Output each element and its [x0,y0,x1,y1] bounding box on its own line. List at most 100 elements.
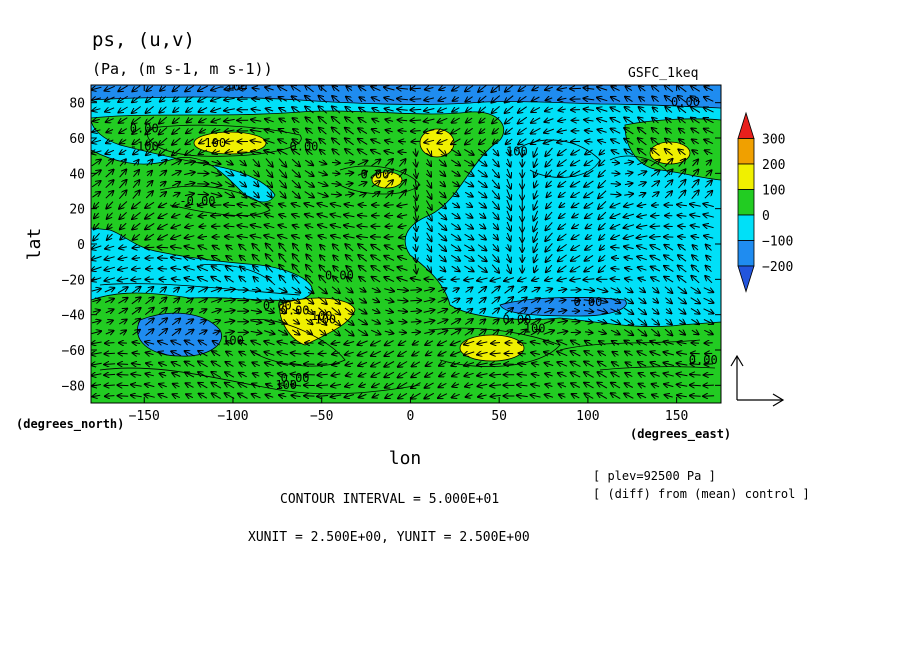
wind-vector [330,194,341,195]
contour-label: 0.00 [573,295,602,309]
wind-vector [158,298,166,304]
wind-vector [465,96,473,102]
wind-vector [119,159,126,167]
wind-vector [184,246,195,249]
wind-vector [91,353,102,355]
wind-vector [198,205,208,206]
wind-vector [508,244,511,251]
x-tick-label: −150 [129,409,160,424]
wind-vector [172,362,181,366]
wind-vector [251,109,261,111]
wind-vector [306,128,314,134]
wind-vector [478,319,485,324]
wind-vector [291,363,302,365]
wind-vector [279,215,287,218]
wind-vector [159,203,168,207]
wind-vector [211,87,222,91]
wind-vector [423,310,435,313]
wind-vector [427,243,432,252]
wind-vector [411,371,421,377]
wind-vector [292,204,301,207]
contour-line [159,185,271,216]
wind-vector [145,318,153,326]
wind-vector [292,330,299,335]
wind-vector [385,394,394,398]
wind-vector [517,287,527,294]
wind-vector [332,342,341,344]
colorbar: 300 200 100 0 −100 −200 [737,111,793,293]
wind-vector [453,97,460,101]
wind-vector [427,179,432,188]
wind-vector [132,268,141,269]
wind-vector [371,150,381,155]
wind-vector [397,204,408,206]
wind-vector [198,96,208,102]
wind-vector [304,203,315,207]
wind-vector [692,343,700,344]
wind-vector [211,372,222,378]
wind-vector [91,87,102,90]
wind-vector [344,236,355,238]
contour-label: 0.00 [360,168,389,182]
wind-vector [186,96,194,102]
wind-vector [159,287,166,293]
wind-vector [465,287,473,293]
wind-vector [266,254,274,263]
wind-vector [317,385,329,386]
wind-vector [371,160,380,167]
wind-vector [491,286,500,294]
wind-vector [105,331,114,334]
wind-vector [477,265,487,273]
wind-vector [183,162,195,165]
wind-vector [291,395,301,396]
wind-vectors [91,85,714,399]
wind-vector [531,342,541,344]
wind-vector [105,108,115,112]
wind-vector [251,204,261,206]
experiment-label: GSFC_1keq [628,66,698,81]
wind-vector [451,309,460,315]
wind-vector [427,159,431,166]
wind-vector [146,95,154,102]
wind-vector [386,130,393,132]
wind-vector [319,85,327,93]
wind-vector [450,233,460,240]
wind-vector [211,310,221,313]
wind-vector [331,395,342,397]
wind-vector [451,203,459,208]
wind-vector [292,309,300,313]
wind-vector [411,141,421,142]
wind-vector [384,87,395,90]
wind-vector [104,299,114,303]
wind-vector [465,214,473,218]
wind-vector [92,395,101,396]
wind-vector [345,244,354,252]
wind-vector [172,193,180,197]
wind-vector [158,394,168,397]
wind-vector [464,352,475,355]
wind-vector [184,267,195,270]
wind-vector [451,212,460,218]
wind-vector [491,95,501,103]
wind-vector [465,85,474,92]
wind-vector [132,222,141,229]
wind-vector [477,180,487,187]
wind-vector [160,374,167,376]
wind-vector [304,191,314,198]
wind-vector [426,232,432,242]
wind-vector [144,308,154,315]
wind-vector [398,246,407,249]
wind-vector [372,277,381,283]
wind-vector [118,396,129,397]
wind-vector [318,106,328,114]
wind-vector [239,171,246,176]
wind-vector [371,87,381,91]
wind-vector [131,279,142,280]
wind-vector [199,150,208,154]
wind-vector [159,106,167,113]
wind-vector [398,382,408,388]
wind-vector [396,289,408,290]
wind-vector [345,395,355,398]
wind-vector [186,108,194,113]
wind-vector [344,215,355,217]
